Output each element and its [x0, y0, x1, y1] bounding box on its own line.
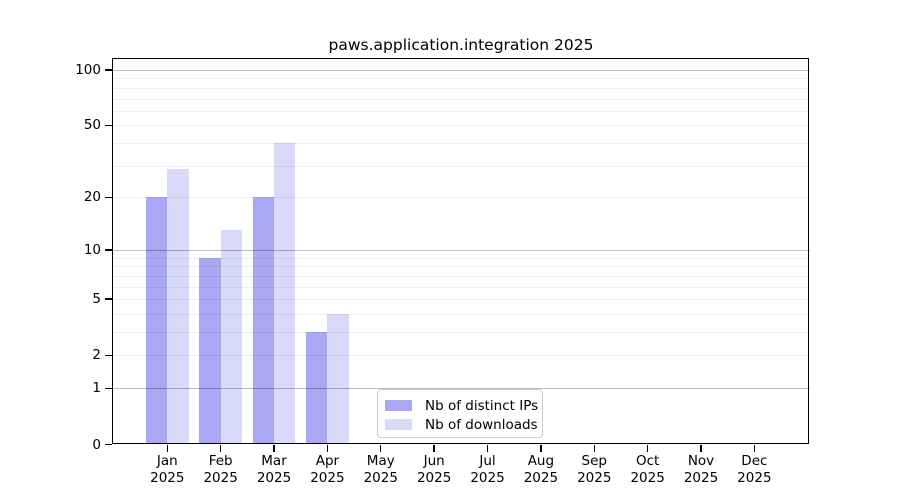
legend-entry-distinct-ips: Nb of distinct IPs — [385, 396, 538, 415]
y-tick-label: 0 — [92, 436, 101, 453]
gridline-major — [112, 70, 810, 71]
x-tick-month: Feb — [208, 453, 233, 469]
x-tick-month: Jul — [479, 453, 496, 469]
x-tick-year: 2025 — [416, 469, 452, 486]
gridline-major — [112, 249, 810, 251]
x-tick-mark — [753, 445, 756, 452]
x-tick-label: Jan 2025 — [140, 453, 194, 486]
x-tick-year: 2025 — [630, 469, 665, 486]
chart-title: paws.application.integration 2025 — [328, 36, 594, 54]
x-tick-label: Jun 2025 — [407, 453, 461, 486]
bar-downloads — [167, 168, 189, 445]
x-tick-label: May 2025 — [354, 453, 408, 486]
x-tick-label: Sep 2025 — [567, 453, 621, 486]
x-tick-month: Apr — [315, 453, 340, 469]
x-tick-year: 2025 — [203, 469, 238, 486]
bar-distinct-ips — [252, 197, 275, 445]
x-tick-month: Mar — [261, 453, 287, 469]
y-tick-mark — [105, 196, 112, 199]
x-tick-month: Nov — [687, 453, 715, 469]
y-tick-label: 50 — [83, 117, 101, 134]
gridline-minor — [112, 165, 810, 167]
bar-distinct-ips — [199, 257, 221, 445]
x-tick-month: Jun — [423, 453, 445, 469]
y-tick-mark — [105, 387, 112, 389]
bar-downloads — [274, 143, 296, 445]
x-tick-mark — [646, 445, 649, 452]
legend-entry-downloads: Nb of downloads — [385, 415, 538, 434]
bar-downloads — [220, 230, 242, 445]
bar-distinct-ips — [306, 332, 328, 445]
x-tick-year: 2025 — [683, 469, 719, 486]
x-tick-label: Jul 2025 — [461, 453, 515, 486]
x-tick-label: Nov 2025 — [674, 453, 728, 486]
x-tick-mark — [380, 445, 382, 452]
gridline-minor — [112, 78, 810, 80]
bar-downloads — [327, 313, 349, 445]
legend: Nb of distinct IPs Nb of downloads — [377, 389, 543, 438]
x-tick-month: Dec — [741, 453, 768, 469]
gridline-minor — [112, 87, 810, 89]
x-tick-year: 2025 — [363, 469, 398, 486]
y-tick-label: 1 — [92, 380, 101, 397]
gridline-minor — [112, 110, 810, 112]
x-tick-label: Apr 2025 — [300, 453, 354, 486]
gridline-minor — [112, 197, 810, 199]
x-tick-year: 2025 — [310, 469, 345, 486]
legend-swatch-distinct-ips — [385, 400, 412, 411]
x-tick-year: 2025 — [256, 469, 292, 486]
x-tick-mark — [166, 445, 168, 452]
legend-label: Nb of downloads — [425, 416, 538, 433]
y-tick-label: 100 — [75, 62, 101, 78]
x-tick-label: Oct 2025 — [621, 453, 675, 486]
x-tick-month: Sep — [581, 453, 607, 469]
x-tick-mark — [219, 445, 222, 452]
y-tick-label: 5 — [92, 291, 101, 308]
x-tick-mark — [700, 445, 702, 452]
y-tick-mark — [105, 443, 112, 446]
x-tick-mark — [593, 445, 595, 452]
gridline-minor — [112, 98, 810, 100]
y-tick-mark — [105, 69, 112, 71]
gridline-minor — [112, 125, 810, 127]
x-tick-year: 2025 — [470, 469, 505, 486]
x-tick-mark — [540, 445, 542, 452]
x-tick-year: 2025 — [737, 469, 772, 486]
x-tick-month: May — [366, 453, 395, 469]
y-tick-label: 2 — [92, 347, 101, 364]
y-tick-mark — [105, 124, 112, 127]
x-tick-month: Oct — [635, 453, 660, 469]
x-tick-year: 2025 — [523, 469, 559, 486]
x-tick-label: Feb 2025 — [194, 453, 248, 486]
x-tick-label: Mar 2025 — [247, 453, 301, 486]
x-tick-year: 2025 — [150, 469, 185, 486]
bar-distinct-ips — [145, 197, 168, 445]
y-tick-mark — [105, 298, 112, 300]
x-tick-mark — [433, 445, 435, 452]
x-tick-label: Dec 2025 — [727, 453, 781, 486]
y-tick-mark — [105, 354, 112, 357]
x-tick-label: Aug 2025 — [514, 453, 568, 486]
y-tick-label: 10 — [83, 241, 101, 258]
gridline-minor — [112, 143, 810, 145]
y-tick-label: 20 — [83, 189, 101, 206]
x-tick-month: Aug — [527, 453, 555, 469]
y-tick-mark — [105, 249, 112, 251]
x-tick-year: 2025 — [577, 469, 612, 486]
x-tick-mark — [326, 445, 329, 452]
x-tick-month: Jan — [156, 453, 178, 469]
x-tick-mark — [486, 445, 489, 452]
legend-label: Nb of distinct IPs — [425, 397, 539, 414]
legend-swatch-downloads — [385, 419, 412, 430]
x-tick-mark — [273, 445, 275, 452]
